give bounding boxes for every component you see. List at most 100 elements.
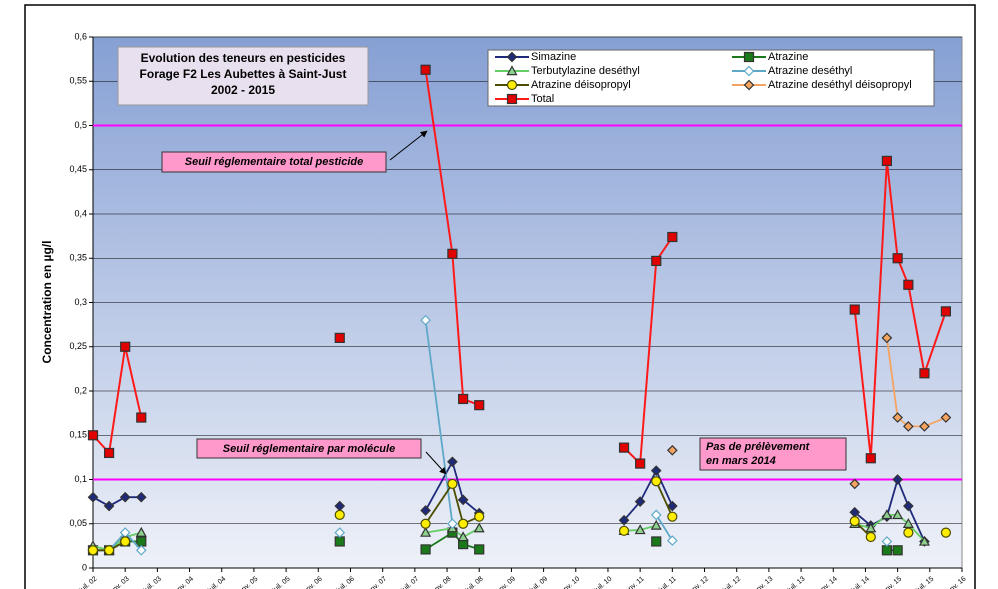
marker: [458, 518, 469, 529]
marker: [881, 155, 893, 166]
marker: [919, 368, 930, 379]
legend-label: Atrazine déisopropyl: [531, 79, 631, 91]
series-line: [424, 481, 480, 525]
annotation-text: Seuil réglementaire total pesticide: [185, 156, 364, 168]
marker: [667, 231, 678, 243]
marker: [87, 430, 99, 441]
marker: [474, 544, 485, 555]
marker: [903, 279, 914, 290]
marker: [881, 332, 893, 344]
title-line: Forage F2 Les Aubettes à Saint-Just: [140, 67, 347, 81]
marker: [903, 421, 914, 432]
y-tick-label: 0,05: [69, 518, 87, 528]
series-line: [92, 531, 142, 552]
marker: [743, 51, 755, 63]
annotation-box: [161, 151, 387, 173]
annotation-arrow: [425, 451, 447, 475]
marker: [334, 332, 345, 343]
marker: [743, 65, 755, 77]
title-background: [117, 46, 369, 106]
marker: [892, 474, 903, 485]
marker: [447, 518, 458, 530]
marker: [881, 509, 893, 520]
y-tick-label: 0,35: [69, 253, 87, 263]
marker: [918, 535, 930, 546]
marker: [135, 491, 147, 503]
marker: [103, 447, 115, 459]
marker: [865, 522, 877, 533]
title-line: 2002 - 2015: [211, 83, 275, 97]
y-tick-label: 0,1: [74, 474, 87, 484]
annotation-box: [196, 438, 422, 459]
marker: [136, 412, 147, 423]
marker: [87, 491, 99, 503]
marker: [940, 412, 952, 423]
y-tick-label: 0,2: [74, 385, 87, 395]
marker: [457, 531, 469, 542]
legend-label: Simazine: [531, 51, 576, 63]
y-tick-label: 0,25: [69, 341, 87, 351]
y-tick-label: 0: [82, 562, 87, 572]
marker: [903, 500, 914, 512]
series-line: [623, 468, 674, 521]
marker: [651, 255, 662, 267]
series-line: [424, 459, 480, 514]
annotation-text: Seuil réglementaire par molécule: [223, 443, 395, 455]
marker: [651, 476, 662, 487]
legend-label: Terbutylazine deséthyl: [531, 65, 640, 77]
marker: [849, 515, 860, 527]
marker: [420, 518, 431, 529]
marker: [120, 536, 131, 547]
marker: [651, 536, 662, 547]
marker: [666, 500, 678, 512]
marker: [618, 525, 630, 536]
marker: [903, 527, 914, 538]
marker: [743, 79, 755, 91]
marker: [420, 505, 431, 516]
marker: [634, 524, 646, 535]
marker: [420, 526, 432, 537]
marker: [618, 514, 630, 526]
marker: [135, 544, 147, 556]
marker: [940, 527, 952, 538]
marker: [420, 314, 431, 326]
marker: [635, 458, 646, 469]
annotation-box: [699, 437, 847, 471]
marker: [634, 496, 646, 507]
marker: [136, 536, 147, 547]
marker: [650, 519, 662, 530]
series-line: [623, 236, 674, 466]
y-tick-label: 0,5: [74, 120, 87, 130]
legend-label: Total: [531, 93, 554, 105]
annotation: Seuil réglementaire total pesticide: [161, 130, 428, 173]
marker: [849, 304, 860, 315]
marker: [473, 522, 485, 533]
marker: [865, 531, 876, 543]
marker: [666, 535, 678, 546]
marker: [506, 93, 518, 105]
marker: [849, 478, 861, 490]
marker: [506, 65, 518, 76]
marker: [618, 442, 630, 453]
legend-label: Atrazine deséthyl déisopropyl: [768, 79, 912, 91]
marker: [103, 545, 115, 556]
marker: [87, 545, 99, 556]
marker: [420, 544, 431, 555]
marker: [334, 509, 345, 521]
y-tick-label: 0,55: [69, 76, 87, 86]
marker: [135, 526, 147, 537]
marker: [650, 509, 662, 521]
marker: [420, 64, 431, 75]
marker: [103, 500, 115, 512]
marker: [881, 536, 893, 547]
marker: [892, 253, 903, 264]
marker: [119, 491, 131, 503]
annotation-text: Pas de prélèvement: [706, 441, 811, 453]
y-tick-label: 0,4: [74, 208, 87, 218]
marker: [650, 465, 662, 476]
legend-label: Atrazine: [768, 51, 808, 63]
series-line: [425, 527, 480, 539]
marker: [892, 509, 904, 520]
marker: [334, 527, 346, 538]
